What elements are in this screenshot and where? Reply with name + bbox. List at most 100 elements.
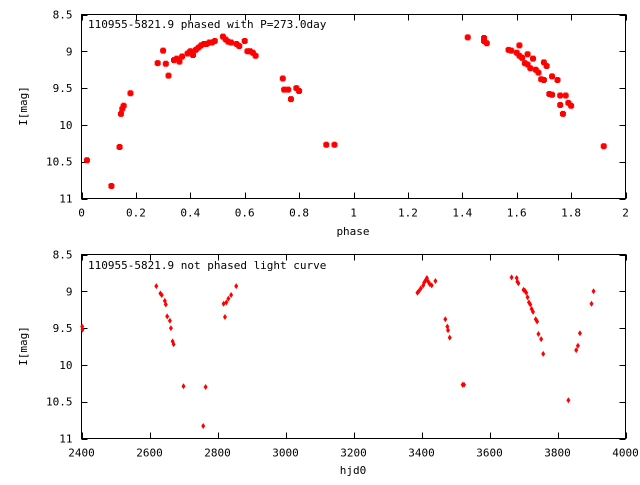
unphased-plot-frame: [81, 254, 626, 439]
unphased-data-point: [539, 336, 544, 343]
unphased-y-tick-label: 8.5: [53, 249, 73, 262]
unphased-data-point: [524, 289, 529, 296]
phased-data-point: [211, 37, 218, 44]
phased-data-point: [165, 72, 172, 79]
unphased-x-tick-label: 2600: [136, 447, 163, 460]
unphased-data-point: [535, 318, 540, 325]
phased-tick-marks: [81, 14, 627, 200]
unphased-data-point: [433, 277, 438, 284]
phased-data-point: [600, 143, 607, 150]
unphased-data-point: [226, 295, 231, 302]
unphased-x-tick-label: 2400: [68, 447, 95, 460]
phased-data-point: [524, 51, 531, 58]
unphased-data-point: [159, 291, 164, 298]
phased-y-axis-label: I[mag]: [17, 86, 30, 126]
phased-x-axis-label: phase: [336, 225, 369, 238]
unphased-y-tick-label: 10: [59, 359, 72, 372]
unphased-data-point: [574, 347, 579, 354]
phased-x-tick-label: 1.8: [561, 207, 581, 220]
unphased-data-point: [222, 314, 227, 321]
phased-data-point: [154, 60, 161, 67]
phased-data-point: [160, 47, 167, 54]
unphased-data-point: [429, 282, 434, 289]
phased-data-point: [540, 77, 547, 84]
unphased-data-point: [201, 422, 206, 429]
unphased-data-point: [443, 316, 448, 323]
unphased-y-tick-label: 11: [59, 433, 72, 446]
unphased-data-point: [536, 330, 541, 337]
phased-x-tick-label: 1: [350, 207, 357, 220]
unphased-data-point: [171, 341, 176, 348]
phased-data-point: [516, 42, 523, 49]
phased-data-point: [162, 60, 169, 67]
phased-x-tick-labels: 0 0.2 0.4 0.6 0.8 1 1.2 1.4 1.6 1.8 2: [78, 207, 629, 220]
unphased-x-tick-label: 2800: [204, 447, 231, 460]
phased-x-tick-label: 2: [622, 207, 629, 220]
phased-plot-frame: [81, 14, 626, 199]
phased-data-point: [241, 37, 248, 44]
phased-x-tick-label: 1.6: [507, 207, 527, 220]
unphased-data-point: [163, 301, 168, 308]
phased-data-point: [117, 110, 124, 117]
phased-data-point: [554, 77, 561, 84]
phased-data-point: [557, 92, 564, 99]
unphased-tick-marks: [81, 254, 627, 440]
unphased-data-point: [591, 288, 596, 295]
phased-data-point: [83, 157, 90, 164]
unphased-data-point: [181, 383, 186, 390]
phased-data-point: [530, 55, 537, 62]
phased-data-point: [331, 141, 338, 148]
phased-data-point: [519, 54, 526, 61]
phased-x-tick-label: 0.2: [126, 207, 146, 220]
unphased-data-point: [516, 280, 521, 287]
unphased-data-point: [224, 299, 229, 306]
phased-data-point: [559, 110, 566, 117]
unphased-x-tick-label: 3000: [272, 447, 299, 460]
unphased-data-point: [446, 327, 451, 334]
phased-data-point: [568, 102, 575, 109]
unphased-data-point: [509, 274, 514, 281]
phased-x-tick-label: 1.4: [452, 207, 472, 220]
phased-data-point: [236, 43, 243, 50]
phased-data-point: [190, 51, 197, 58]
unphased-x-tick-label: 4000: [612, 447, 639, 460]
phased-data-point: [527, 65, 534, 72]
phased-y-tick-label: 8.5: [53, 9, 73, 22]
unphased-data-point: [447, 334, 452, 341]
phased-data-points: [83, 33, 607, 189]
phased-y-tick-labels: 8.5 9 9.5 10 10.5 11: [46, 9, 73, 206]
phased-x-tick-label: 1.2: [398, 207, 418, 220]
phased-y-tick-label: 11: [59, 193, 72, 206]
phased-data-point: [116, 143, 123, 150]
unphased-data-point: [566, 397, 571, 404]
unphased-data-point: [577, 330, 582, 337]
unphased-data-point: [203, 383, 208, 390]
phased-y-tick-label: 9.5: [53, 82, 73, 95]
phased-data-point: [176, 58, 183, 65]
unphased-y-tick-label: 9.5: [53, 322, 73, 335]
unphased-x-tick-label: 3400: [408, 447, 435, 460]
unphased-y-tick-label: 9: [66, 285, 73, 298]
unphased-y-axis-label: I[mag]: [17, 326, 30, 366]
phased-x-tick-label: 0: [78, 207, 85, 220]
unphased-chart: 2400 2600 2800 3000 3200 3400 3600 3800 4000 8.5…: [17, 249, 639, 478]
phased-x-tick-label: 0.8: [289, 207, 309, 220]
phased-data-point: [228, 39, 235, 46]
phased-data-point: [179, 53, 186, 60]
phased-y-tick-label: 9: [66, 45, 73, 58]
phased-data-point: [483, 40, 490, 47]
phased-x-tick-label: 0.6: [235, 207, 255, 220]
unphased-data-point: [416, 288, 421, 295]
phased-data-point: [543, 63, 550, 70]
phased-data-point: [287, 96, 294, 103]
phased-chart: 0 0.2 0.4 0.6 0.8 1 1.2 1.4 1.6 1.8 2 8.5 9 9.5 10 10.…: [17, 9, 629, 239]
unphased-data-point: [525, 294, 530, 301]
phased-data-point: [464, 34, 471, 41]
unphased-data-point: [234, 283, 239, 290]
phased-y-tick-label: 10: [59, 119, 72, 132]
unphased-chart-title: 110955-5821.9 not phased light curve: [88, 259, 326, 272]
unphased-data-point: [168, 325, 173, 332]
unphased-data-point: [165, 313, 170, 320]
